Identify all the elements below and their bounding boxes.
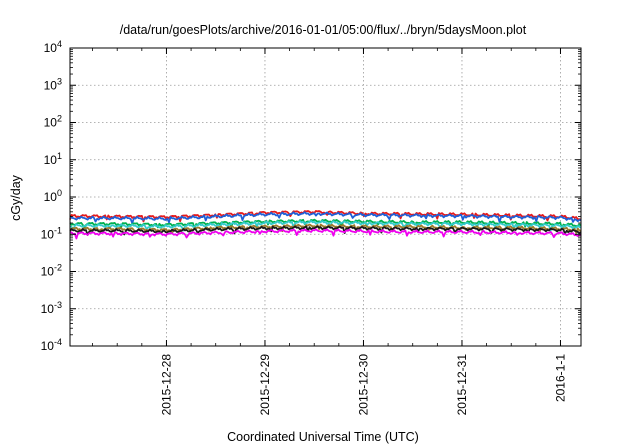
y-tick-exponent: -1: [54, 225, 62, 235]
y-tick-exponent: 4: [57, 39, 62, 49]
y-tick-label: 10-3: [41, 300, 62, 316]
series-line-2: [69, 211, 582, 225]
chart-title: /data/run/goesPlots/archive/2016-01-01/0…: [120, 23, 527, 37]
y-tick-exponent: 1: [57, 151, 62, 161]
y-tick-base: 10: [41, 227, 55, 241]
y-tick-base: 10: [44, 41, 58, 55]
y-tick-label: 10-4: [41, 337, 62, 353]
axes: 10-410-310-210-11001011021031042015-12-2…: [41, 39, 582, 416]
y-tick-base: 10: [44, 153, 58, 167]
y-tick-exponent: 2: [57, 114, 62, 124]
y-tick-label: 10-2: [41, 263, 62, 279]
x-tick-label: 2015-12-31: [455, 354, 469, 416]
x-tick-label: 2016-1-1: [553, 354, 567, 402]
y-tick-exponent: 3: [57, 76, 62, 86]
grid: [70, 48, 581, 346]
y-tick-label: 104: [44, 39, 62, 55]
y-tick-base: 10: [44, 190, 58, 204]
x-tick-label: 2015-12-29: [258, 354, 272, 416]
x-tick-label: 2015-12-28: [159, 354, 173, 416]
y-tick-label: 102: [44, 114, 62, 130]
y-tick-exponent: -4: [54, 337, 62, 347]
series-line-4: [69, 219, 582, 232]
y-tick-base: 10: [41, 302, 55, 316]
plot-series: [69, 210, 582, 240]
y-tick-base: 10: [44, 78, 58, 92]
y-tick-label: 100: [44, 188, 62, 204]
y-tick-exponent: 0: [57, 188, 62, 198]
y-tick-label: 103: [44, 76, 62, 92]
plot-frame: [69, 47, 582, 347]
series-line-3: [69, 218, 582, 230]
series-line-5: [69, 223, 582, 234]
series-line-7: [69, 228, 582, 240]
x-axis-label: Coordinated Universal Time (UTC): [227, 430, 419, 444]
y-tick-label: 10-1: [41, 225, 62, 241]
y-tick-exponent: -3: [54, 300, 62, 310]
y-tick-base: 10: [41, 265, 55, 279]
y-tick-exponent: -2: [54, 263, 62, 273]
y-tick-label: 101: [44, 151, 62, 167]
x-tick-label: 2015-12-30: [356, 354, 370, 416]
series-line-6: [69, 225, 582, 236]
y-tick-base: 10: [41, 339, 55, 353]
y-tick-base: 10: [44, 116, 58, 130]
y-axis-label: cGy/day: [9, 174, 23, 221]
